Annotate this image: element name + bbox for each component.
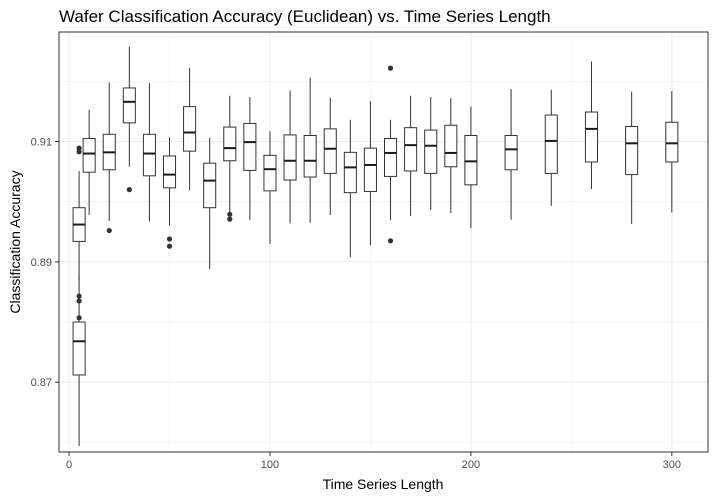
- box: [343, 119, 357, 258]
- box: [363, 101, 377, 246]
- box: [544, 89, 558, 206]
- box-iqr: [444, 124, 458, 168]
- box: [584, 61, 598, 190]
- outlier-point: [76, 298, 82, 304]
- box: [283, 90, 297, 224]
- outlier-point: [166, 243, 173, 249]
- x-tick-label: 100: [261, 459, 279, 471]
- box-iqr: [363, 147, 377, 192]
- box: [122, 46, 136, 193]
- outlier-point: [76, 315, 82, 321]
- box-iqr: [303, 134, 317, 178]
- box-iqr: [384, 138, 398, 177]
- outlier-point: [166, 236, 173, 242]
- plot-border: [58, 31, 709, 453]
- x-axis: 0 100 200 300: [66, 452, 681, 471]
- x-tick-label: 200: [462, 459, 480, 471]
- box: [72, 276, 86, 446]
- box: [142, 83, 156, 222]
- box-iqr: [162, 155, 177, 189]
- outlier-point: [126, 187, 132, 193]
- plot-background: [59, 32, 708, 452]
- box-iqr: [665, 121, 679, 163]
- outlier-point: [76, 149, 82, 155]
- y-tick-label: 0.89: [31, 257, 52, 269]
- box: [102, 82, 116, 234]
- box: [162, 137, 177, 249]
- chart-title: Wafer Classification Accuracy (Euclidean…: [59, 7, 551, 26]
- box: [665, 90, 679, 213]
- outlier-point: [227, 216, 233, 222]
- outlier-point: [227, 211, 233, 217]
- box: [303, 77, 317, 223]
- y-axis-title: Classification Accuracy: [7, 170, 23, 313]
- box: [223, 95, 237, 222]
- box: [183, 68, 197, 191]
- box: [323, 97, 337, 215]
- box-iqr: [625, 125, 639, 176]
- box: [404, 95, 418, 217]
- box: [203, 137, 217, 270]
- outlier-point: [76, 145, 82, 151]
- box-iqr: [283, 134, 297, 181]
- box: [384, 65, 398, 244]
- box-iqr: [424, 129, 438, 174]
- box: [263, 131, 277, 244]
- box-iqr: [142, 133, 156, 177]
- box-iqr: [343, 151, 357, 194]
- outlier-point: [387, 65, 394, 71]
- box-iqr: [243, 122, 257, 171]
- box: [464, 106, 478, 229]
- x-tick-label: 300: [663, 459, 681, 471]
- box-iqr: [544, 114, 558, 174]
- outlier-point: [76, 293, 82, 299]
- y-tick-label: 0.87: [31, 377, 52, 389]
- y-axis: 0.87 0.89 0.91: [31, 137, 59, 389]
- box: [424, 96, 438, 211]
- box: [72, 145, 86, 281]
- box-iqr: [504, 134, 518, 171]
- box-iqr: [203, 162, 217, 209]
- box-iqr: [584, 111, 598, 163]
- box-iqr: [404, 127, 418, 172]
- box-iqr: [72, 321, 86, 376]
- box: [444, 98, 458, 214]
- box-iqr: [464, 134, 478, 186]
- outlier-point: [106, 227, 112, 234]
- box-iqr: [183, 106, 197, 152]
- box: [625, 91, 639, 224]
- boxplot-series: [72, 46, 679, 446]
- x-axis-title: Time Series Length: [323, 476, 444, 492]
- outlier-point: [387, 238, 394, 244]
- box-iqr: [223, 126, 237, 162]
- x-tick-label: 0: [66, 459, 72, 471]
- box-iqr: [122, 87, 136, 124]
- box-iqr: [263, 154, 277, 192]
- box: [82, 109, 96, 215]
- box-iqr: [82, 138, 96, 173]
- box: [504, 89, 518, 220]
- box-iqr: [323, 128, 337, 174]
- y-tick-label: 0.91: [31, 137, 52, 149]
- box: [243, 96, 257, 220]
